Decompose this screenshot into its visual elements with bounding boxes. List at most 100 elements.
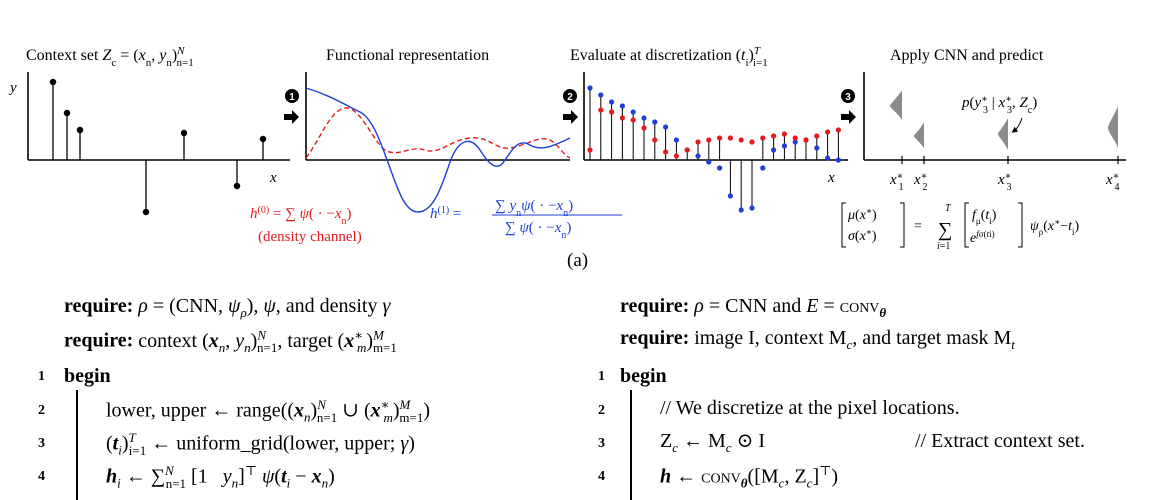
density-sample-dot xyxy=(619,115,626,121)
density-formula: h(0) = ∑ ψ( · −xn) xyxy=(250,205,352,227)
density-sample-dot xyxy=(673,153,680,159)
density-sample-dot xyxy=(835,127,842,133)
figure-a: Context set Zc = (xn, yn)N n=1 Functional… xyxy=(8,45,1126,271)
right-line-4: h ← convθ([Mc, Zc]⊤) xyxy=(660,463,839,491)
signal-sample-dot xyxy=(630,109,636,115)
signal-sample-dot xyxy=(814,145,820,151)
svg-text:3: 3 xyxy=(845,92,851,103)
h1-lhs: h(1) = xyxy=(430,205,461,223)
svg-text:∑: ∑ xyxy=(938,219,952,241)
density-sample-dot xyxy=(781,131,788,137)
signal-sample-dot xyxy=(587,85,593,91)
signal-sample-dot xyxy=(619,103,626,109)
right-line-3-comment: // Extract context set. xyxy=(915,430,1085,452)
panel-3-title: Evaluate at discretization (ti)T i=1 xyxy=(570,45,768,69)
algorithm-left: require: ρ = (CNN, ψρ), ψ, and density γ… xyxy=(0,296,580,500)
signal-sample-dot xyxy=(738,207,744,213)
target-label-3: x∗ 3 xyxy=(997,171,1011,193)
density-sample-dot xyxy=(609,109,615,115)
panel-1-title: Context set Zc = (xn, yn)N n=1 xyxy=(26,45,194,69)
density-sample-dot xyxy=(738,137,744,143)
pred-density-1 xyxy=(890,90,902,120)
density-sample-dot xyxy=(760,135,766,141)
right-line-num-1: 1 xyxy=(598,369,605,384)
svg-text:=: = xyxy=(914,219,922,234)
h1-denominator: ∑ ψ( · −xn) xyxy=(505,220,571,241)
h1-numerator: ∑ ynψ( · −xn) xyxy=(495,198,573,219)
right-begin: begin xyxy=(620,365,667,387)
right-line-num-2: 2 xyxy=(598,403,605,418)
signal-sample-dot xyxy=(652,119,658,125)
svg-text:μ(x∗): μ(x∗) xyxy=(847,206,877,223)
panel-1-y-label: y xyxy=(8,80,17,96)
pred-density-2 xyxy=(914,122,924,148)
step-2-marker: 2 xyxy=(563,89,578,124)
output-formula: μ(x∗) σ(x∗) = T ∑ i=1 fμ(ti) efσ(ti) ψρ(… xyxy=(841,202,1080,252)
left-line-num-4: 4 xyxy=(38,469,45,484)
density-sample-dot xyxy=(727,135,734,141)
target-label-4: x∗ 4 xyxy=(1105,171,1119,193)
density-sample-dot xyxy=(587,147,593,153)
density-sample-dot xyxy=(630,117,636,123)
signal-sample-dot xyxy=(771,147,777,153)
left-require-1: require: ρ = (CNN, ψρ), ψ, and density γ xyxy=(64,295,391,320)
density-sample-dot xyxy=(825,129,831,135)
step-1-marker: 1 xyxy=(284,89,299,124)
algorithm-right: require: ρ = CNN and E = convθ require: … xyxy=(580,296,1165,500)
signal-sample-dot xyxy=(727,193,734,199)
density-sample-dot xyxy=(663,149,669,155)
density-sample-dot xyxy=(706,137,712,143)
signal-sample-dot xyxy=(825,155,831,161)
panel-2-title: Functional representation xyxy=(326,47,489,64)
density-sample-dot xyxy=(814,133,820,139)
panel-1-plot: y x xyxy=(8,72,290,216)
signal-sample-dot xyxy=(609,99,615,105)
predictive-label: p(y∗ 3 | x∗ 3, Zc) xyxy=(961,94,1037,116)
signal-sample-dot xyxy=(706,159,712,165)
panel-4-title: Apply CNN and predict xyxy=(890,47,1044,64)
signal-sample-dot xyxy=(760,165,766,171)
target-label-2: x∗ 2 xyxy=(913,171,927,193)
left-require-2: require: context (xn, yn)Nn=1, target (x… xyxy=(64,327,397,355)
panel-3-plot: x xyxy=(583,72,848,213)
panel-3-x-label: x xyxy=(827,170,835,186)
density-sample-dot xyxy=(684,147,690,153)
svg-text:efσ(ti): efσ(ti) xyxy=(970,229,995,246)
left-begin: begin xyxy=(64,365,111,387)
signal-sample-dot xyxy=(781,143,788,149)
density-sample-dot xyxy=(749,139,755,145)
density-sample-dot xyxy=(803,137,809,143)
density-sample-dot xyxy=(695,139,701,145)
svg-text:fμ(ti): fμ(ti) xyxy=(972,208,997,226)
svg-text:i=1: i=1 xyxy=(937,241,950,252)
left-line-num-2: 2 xyxy=(38,403,45,418)
right-line-num-3: 3 xyxy=(598,436,605,451)
left-line-4: hi ← ∑Nn=1 [1 yn]⊤ ψ(ti − xn) xyxy=(106,463,335,491)
density-sample-dot xyxy=(771,133,777,139)
panel-1-x-label: x xyxy=(269,170,277,186)
figure-caption: (a) xyxy=(567,250,588,271)
pred-density-3 xyxy=(998,118,1008,150)
signal-sample-dot xyxy=(717,165,723,171)
signal-sample-dot xyxy=(663,124,669,130)
svg-text:1: 1 xyxy=(289,92,295,103)
step-3-marker: 3 xyxy=(841,89,856,124)
right-line-2: // We discretize at the pixel locations. xyxy=(660,397,960,419)
left-line-num-1: 1 xyxy=(38,369,45,384)
signal-sample-dot xyxy=(598,92,604,98)
signal-sample-dot xyxy=(673,137,680,143)
left-line-num-3: 3 xyxy=(38,436,45,451)
target-label-1: x∗ 1 xyxy=(889,171,903,193)
left-line-2: lower, upper ← range((xn)Nn=1 ∪ (x∗m)Mm=… xyxy=(106,397,430,425)
signal-sample-dot xyxy=(695,153,701,159)
right-line-3: Zc ← Mc ⊙ I xyxy=(660,430,765,455)
density-sample-dot xyxy=(717,135,723,141)
density-sample-dot xyxy=(641,125,647,131)
right-line-num-4: 4 xyxy=(598,469,605,484)
panel-4-plot: p(y∗ 3 | x∗ 3, Zc) x∗ 1 x∗ 2 x∗ 3 x∗ 4 xyxy=(863,72,1126,193)
left-block-bar xyxy=(76,390,78,500)
pred-density-4 xyxy=(1108,106,1118,148)
panel-2-plot xyxy=(305,72,571,213)
left-line-3: (ti)Ti=1 ← uniform_grid(lower, upper; γ) xyxy=(106,430,415,458)
density-sample-dot xyxy=(598,107,604,113)
